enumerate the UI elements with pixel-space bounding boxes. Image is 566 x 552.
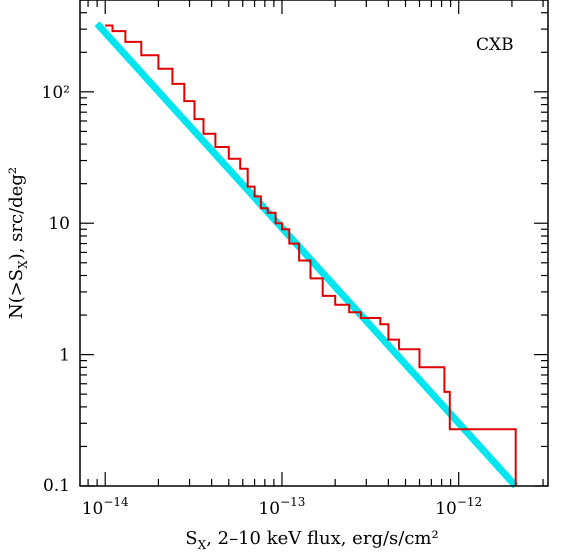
observed-counts-step-line xyxy=(105,24,517,486)
tick-labels: 10−14 10−13 10−12 0.1 1 10 10² xyxy=(42,83,483,519)
annotation-label: CXB xyxy=(476,35,514,55)
y-tick-label: 10 xyxy=(48,214,70,234)
x-tick-label: 10−13 xyxy=(258,495,305,519)
x-axis-label: SX, 2–10 keV flux, erg/s/cm² xyxy=(185,528,438,552)
y-axis-label: N(>SX), src/deg² xyxy=(6,167,30,319)
y-tick-label: 10² xyxy=(42,83,70,103)
y-tick-label: 1 xyxy=(59,346,70,366)
y-tick-label: 0.1 xyxy=(43,476,70,496)
series-layer xyxy=(94,21,519,489)
model-fit-line xyxy=(94,21,519,489)
x-tick-label: 10−12 xyxy=(435,495,482,519)
tick-marks xyxy=(80,0,548,487)
plot-frame xyxy=(79,0,549,487)
x-tick-label: 10−14 xyxy=(82,495,129,519)
